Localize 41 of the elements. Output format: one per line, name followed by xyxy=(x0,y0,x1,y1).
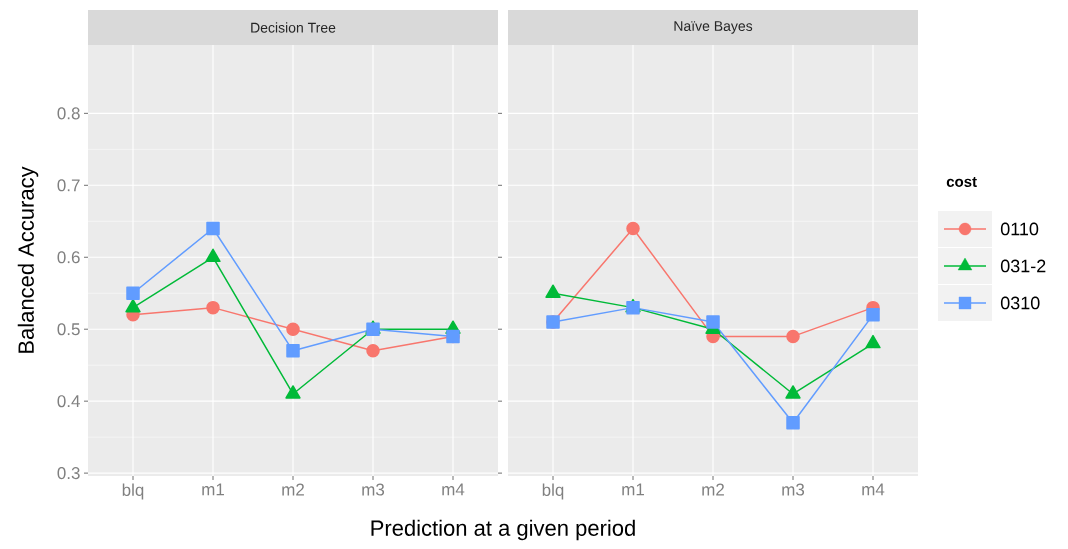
point xyxy=(366,344,380,358)
y-tick-label: 0.3 xyxy=(57,467,80,480)
point xyxy=(286,322,300,336)
x-tick-label: m3 xyxy=(362,483,385,496)
legend-label: 0110 xyxy=(1000,222,1039,236)
point xyxy=(706,315,720,329)
chart-title: Naïve Bayes xyxy=(674,21,753,34)
x-tick-label: m2 xyxy=(702,483,724,496)
x-axis-title: Prediction at a given period xyxy=(371,519,635,541)
legend-title: cost xyxy=(946,177,977,187)
x-tick-label: m2 xyxy=(282,483,304,496)
legend-label: 0310 xyxy=(1000,296,1040,310)
x-tick-label: m1 xyxy=(202,483,224,496)
y-tick-label: 0.8 xyxy=(57,107,80,120)
point xyxy=(865,334,881,349)
x-tick-label: m4 xyxy=(862,483,885,496)
point xyxy=(286,344,300,358)
point xyxy=(866,308,880,322)
point xyxy=(786,329,800,344)
y-tick-label: 0.6 xyxy=(57,251,80,264)
y-axis-title: Balanced Accuracy xyxy=(17,166,39,353)
x-tick-label: blq xyxy=(542,483,564,500)
point xyxy=(626,221,640,236)
point xyxy=(126,286,140,300)
x-tick-label: blq xyxy=(122,483,144,500)
point xyxy=(205,248,221,263)
x-tick-label: m3 xyxy=(782,483,805,496)
y-tick-label: 0.7 xyxy=(57,179,80,192)
y-tick-label: 0.4 xyxy=(57,395,80,408)
legend-label: 031-2 xyxy=(1000,259,1046,273)
point xyxy=(785,385,801,399)
point xyxy=(206,221,220,236)
point xyxy=(206,300,220,315)
x-tick-label: m1 xyxy=(622,483,644,496)
x-tick-label: m4 xyxy=(442,483,465,496)
point xyxy=(125,298,141,313)
y-tick-label: 0.5 xyxy=(57,323,80,336)
point xyxy=(786,416,800,430)
point xyxy=(285,385,301,399)
point xyxy=(545,284,561,298)
chart-title: Decision Tree xyxy=(251,22,336,33)
